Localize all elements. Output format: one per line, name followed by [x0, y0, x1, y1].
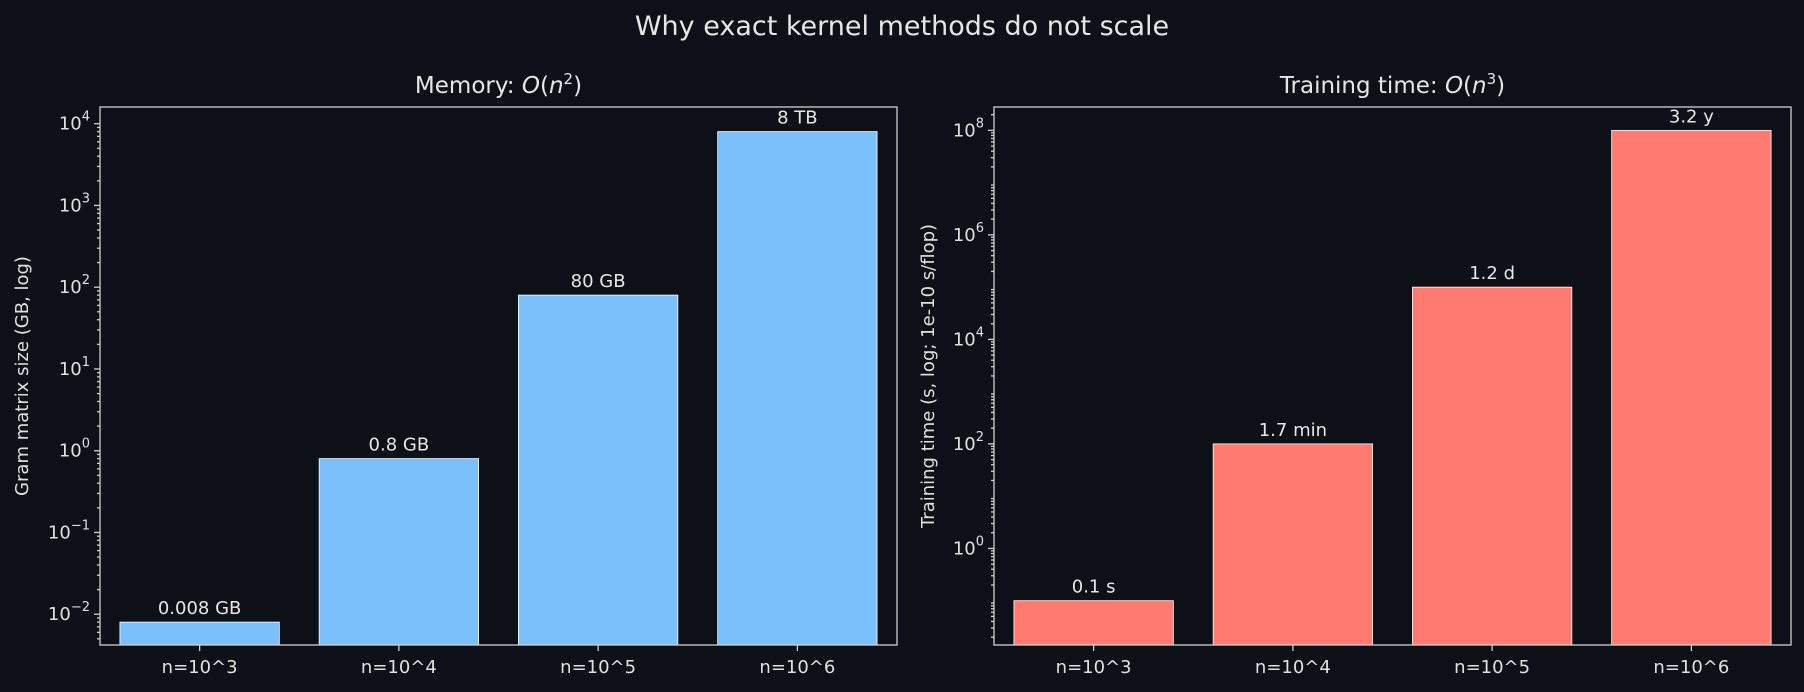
- y-tick-label: 102: [59, 273, 90, 298]
- figure-title: Why exact kernel methods do not scale: [635, 11, 1169, 42]
- x-tick-label: n=10^4: [361, 657, 437, 678]
- x-tick-label: n=10^3: [1056, 657, 1132, 678]
- y-tick-label: 10−2: [48, 600, 90, 625]
- y-tick-label: 100: [59, 437, 90, 462]
- panel-title: Training time: O(n3): [1279, 70, 1505, 99]
- y-tick-label: 106: [953, 221, 984, 246]
- y-axis-label: Training time (s, log; 1e-10 s/flop): [918, 224, 939, 529]
- x-tick-label: n=10^4: [1255, 657, 1331, 678]
- bar-value-label: 3.2 y: [1669, 106, 1714, 127]
- panel-title: Memory: O(n2): [415, 70, 582, 99]
- bar-3: [518, 294, 679, 646]
- training-time-panel: Training time: O(n3) Training time (s, lo…: [918, 70, 1792, 678]
- bar-value-label: 80 GB: [571, 271, 626, 292]
- y-tick-label: 101: [59, 355, 90, 380]
- axes-frame: [99, 106, 898, 646]
- bar-value-label: 0.1 s: [1072, 577, 1116, 598]
- bar-4: [717, 131, 878, 646]
- bar-2: [318, 458, 479, 646]
- y-tick-label: 104: [953, 325, 984, 350]
- bar-value-label: 0.008 GB: [158, 598, 242, 619]
- bar-3: [1412, 286, 1573, 646]
- y-tick-label: 104: [59, 110, 90, 135]
- bar-1: [119, 621, 280, 646]
- y-tick-label: 10−1: [48, 518, 90, 543]
- bar-2: [1212, 443, 1373, 646]
- bar-4: [1611, 129, 1772, 646]
- x-tick-label: n=10^3: [162, 657, 238, 678]
- bar-1: [1013, 600, 1174, 646]
- y-tick-label: 103: [59, 191, 90, 216]
- bar-value-label: 0.8 GB: [369, 435, 430, 456]
- memory-panel: Memory: O(n2) Gram matrix size (GB, log) 0…: [12, 70, 898, 678]
- x-tick-label: n=10^6: [759, 657, 835, 678]
- x-tick-label: n=10^5: [1454, 657, 1530, 678]
- bar-value-label: 8 TB: [777, 108, 818, 129]
- bar-value-label: 1.7 min: [1259, 420, 1327, 441]
- x-tick-label: n=10^6: [1653, 657, 1729, 678]
- y-tick-label: 108: [953, 116, 984, 141]
- y-tick-label: 100: [953, 534, 984, 559]
- y-axis-label: Gram matrix size (GB, log): [12, 256, 33, 496]
- y-tick-label: 102: [953, 430, 984, 455]
- x-tick-label: n=10^5: [560, 657, 636, 678]
- bar-value-label: 1.2 d: [1469, 263, 1515, 284]
